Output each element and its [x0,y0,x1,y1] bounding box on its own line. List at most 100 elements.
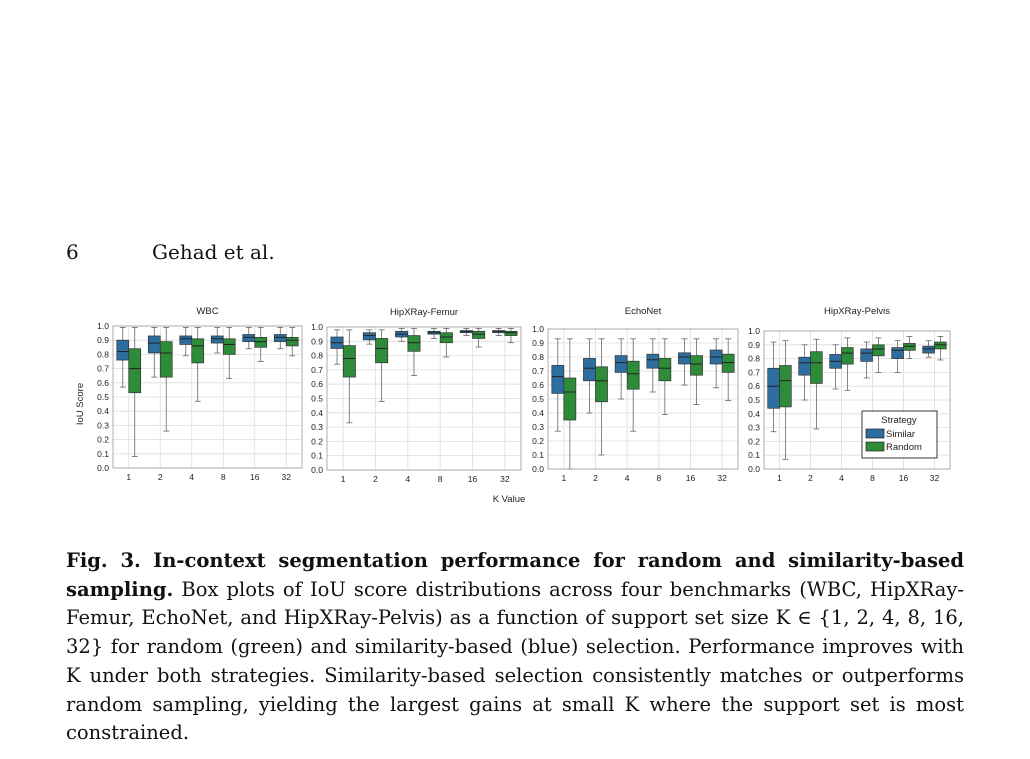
panel-1-xtick-label: 1 [126,472,131,482]
panel-1-ytick-label: 0.9 [97,335,109,345]
panel-4-xtick-label: 16 [899,473,909,483]
panel-1-frame [112,325,303,469]
panel-3-ytick-label: 0.5 [532,394,544,404]
panel-4-ytick-label: 0.8 [748,354,760,364]
legend-label-similar: Similar [886,429,915,440]
panel-3-xtick-label: 16 [686,473,696,483]
panel-1-box-similar [273,334,287,342]
boxplot-figure: 0.0 0.1 0.2 0.3 0.4 0.5 0.6 0.7 0.8 0.9 1.0 1 2 4 8 16 3… [75,306,951,505]
panel-2-ytick-label: 0.1 [311,451,323,461]
panel-1-ytick-label: 0.1 [97,449,109,459]
panel-3-ytick-label: 0.7 [532,366,544,376]
panel-3-ytick-label: 0.0 [532,464,544,474]
panel-2-xtick-label: 2 [373,474,378,484]
panel-4-xtick-label: 2 [808,473,813,483]
panel-3-box-similar [678,352,691,365]
panel-4-ytick-label: 0.7 [748,367,760,377]
panel-1-box-random [191,338,205,364]
panel-1-ytick-label: 1.0 [97,321,109,331]
panel-1-box-similar [116,339,130,361]
page-number: 6 [66,240,79,264]
legend-title: Strategy [881,415,917,426]
x-axis-label: K Value [493,494,526,505]
panel-3-box-random [563,377,577,421]
panel-1-ytick-label: 0.3 [97,420,109,430]
panel-1-ytick-label: 0.7 [97,364,109,374]
panel-3-box-random [595,366,608,403]
panel-3-ytick-label: 1.0 [532,324,544,334]
panel-4-xtick-label: 4 [839,473,844,483]
panel-2-xtick-label: 1 [341,474,346,484]
panel-2-ytick-label: 1.0 [311,322,323,332]
panel-2-box-random [504,330,518,336]
panel-2-box-random [439,332,453,344]
panel-2-xtick-label: 16 [468,474,478,484]
panel-4-frame [763,330,951,470]
panel-2-ytick-label: 0.5 [311,394,323,404]
panel-3-ytick-label: 0.6 [532,380,544,390]
panel-2-title: HipXRay-Femur [390,307,458,318]
panel-1-box-similar [210,335,224,344]
panel-3-box-random [721,353,735,373]
panel-3-ytick-label: 0.4 [532,408,544,418]
panel-2-ytick-label: 0.0 [311,465,323,475]
caption-label: Fig. 3. [66,549,141,572]
panel-4-title: HipXRay-Pelvis [824,306,890,317]
panel-2-box-random [407,335,421,352]
panel-4-box-random [810,351,823,384]
panel-1-box-similar [147,335,161,354]
panel-1-ytick-label: 0.2 [97,435,109,445]
panel-2-frame [326,326,522,471]
panel-3-xtick-label: 4 [625,473,630,483]
panel-1-ytick-label: 0.5 [97,392,109,402]
panel-4-box-similar [798,356,811,376]
panel-3-box-similar [614,355,628,373]
panel-4-ytick-label: 0.9 [748,340,760,350]
panel-4-xtick-label: 32 [930,473,940,483]
panel-1-box-random [159,341,173,378]
panel-4-ytick-label: 0.3 [748,423,760,433]
panel-4-box-similar [767,367,780,409]
panel-3-xtick-label: 32 [717,473,727,483]
panel-2-ytick-label: 0.2 [311,436,323,446]
panel-1-xtick-label: 16 [250,472,260,482]
panel-4-ytick-label: 0.5 [748,395,760,405]
panel-2-ytick-label: 0.9 [311,336,323,346]
panel-2-xtick-label: 32 [500,474,510,484]
panel-1-ytick-label: 0.0 [97,463,109,473]
panel-4-ytick-label: 0.1 [748,450,760,460]
panel-4-ytick-label: 0.6 [748,381,760,391]
panel-4-box-similar [860,348,873,362]
legend-label-random: Random [886,442,922,453]
panel-4-xtick-label: 1 [777,473,782,483]
panel-3-ytick-label: 0.1 [532,450,544,460]
panel-2-box-random [375,338,389,364]
panel-3-box-random [690,355,703,376]
panel-4-box-similar [922,345,935,354]
panel-4-box-random [903,343,916,351]
panel-2-box-similar [362,332,376,341]
legend-swatch-random [865,441,885,452]
panel-4-box-random [872,344,885,357]
panel-4-box-random [779,365,792,408]
panel-2-ytick-label: 0.4 [311,408,323,418]
panel-3-xtick-label: 2 [593,473,598,483]
panel-3-box-similar [551,365,565,394]
caption-body: Box plots of IoU score distributions acr… [66,577,965,745]
panel-4-ytick-label: 0.0 [748,464,760,474]
panel-2-ytick-label: 0.6 [311,379,323,389]
panel-2-xtick-label: 8 [438,474,443,484]
panel-3-box-random [626,360,640,390]
panel-2-xtick-label: 4 [405,474,410,484]
panel-1-box-similar [179,335,193,345]
panel-1-xtick-label: 4 [189,472,194,482]
panel-4-box-random [934,341,947,350]
panel-4-xtick-label: 8 [870,473,875,483]
panel-1-xtick-label: 8 [221,472,226,482]
panel-3-title: EchoNet [625,306,662,317]
figure-caption: Fig. 3. In-context segmentation performa… [66,547,964,748]
panel-3-ytick-label: 0.3 [532,422,544,432]
panel-4-ytick-label: 1.0 [748,326,760,336]
panel-3-ytick-label: 0.8 [532,352,544,362]
panel-2-ytick-label: 0.7 [311,365,323,375]
